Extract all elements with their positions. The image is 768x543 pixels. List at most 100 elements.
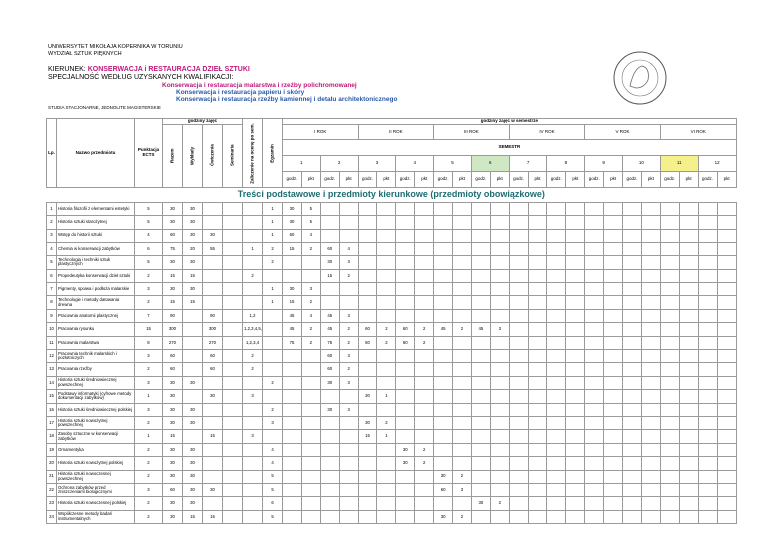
cell xyxy=(622,402,642,417)
cell: 60 xyxy=(202,349,223,364)
cell xyxy=(433,362,454,377)
cell xyxy=(697,268,718,284)
cell xyxy=(489,402,510,417)
cell xyxy=(622,241,642,257)
cell xyxy=(319,442,340,458)
cell xyxy=(376,308,397,324)
cell xyxy=(622,201,642,217)
cell xyxy=(242,228,264,243)
cell: 15 xyxy=(162,295,183,310)
cell xyxy=(508,362,529,377)
cell xyxy=(433,402,454,417)
cell xyxy=(242,375,264,391)
sub-pkt: pkt xyxy=(603,170,624,188)
cell: 30 xyxy=(162,201,183,217)
cell xyxy=(357,255,378,270)
lp: 24 xyxy=(46,509,57,525)
cell: 30 xyxy=(319,375,340,391)
cell: 30 xyxy=(162,469,183,484)
lp: 3 xyxy=(46,228,57,243)
cell xyxy=(678,456,699,471)
cell xyxy=(603,496,624,511)
cell: 5 xyxy=(300,201,321,217)
cell xyxy=(603,241,624,257)
cell: 90 xyxy=(202,308,223,324)
cell xyxy=(182,362,203,377)
cell xyxy=(678,255,699,270)
cell: 30 xyxy=(433,469,454,484)
lp: 16 xyxy=(46,402,57,417)
cell xyxy=(489,375,510,391)
subject-name: Historia sztuki średniowiecznej powszech… xyxy=(56,375,135,391)
cell: 2 xyxy=(262,402,284,417)
cell xyxy=(565,362,586,377)
cell xyxy=(452,201,472,217)
subject-name: Zasoby sztuczne w konserwacji zabytków xyxy=(56,429,135,444)
cell: 15 xyxy=(162,429,183,444)
cell xyxy=(546,496,567,511)
lp: 2 xyxy=(46,215,57,230)
cell xyxy=(414,482,435,498)
cell xyxy=(262,335,284,351)
cell xyxy=(640,308,661,324)
cell xyxy=(489,429,510,444)
cell xyxy=(489,228,510,243)
cell xyxy=(716,228,737,243)
cell xyxy=(565,228,586,243)
cell xyxy=(584,482,605,498)
cell: 30 xyxy=(319,402,340,417)
cell xyxy=(489,295,510,310)
cell: 270 xyxy=(162,335,183,351)
subject-name: Historia sztuki nowoczesnej polskiej xyxy=(56,496,135,511)
cell xyxy=(470,429,491,444)
sub-godz: godz. xyxy=(470,170,491,188)
semester-number: 5 xyxy=(433,155,472,172)
cell: 30 xyxy=(182,496,203,511)
cell: 2 xyxy=(376,322,397,337)
cell xyxy=(716,282,737,297)
cell xyxy=(565,295,586,310)
cell xyxy=(357,509,378,525)
cell: 2 xyxy=(300,322,321,337)
cell: 2 xyxy=(134,268,163,284)
cell xyxy=(565,201,586,217)
cell xyxy=(640,415,661,431)
sub-godz: godz. xyxy=(508,170,529,188)
table-row: 10 Pracownia rysunku 15 300 300 1,2,3,4,5,6 45… xyxy=(46,322,737,337)
cell xyxy=(357,456,378,471)
cell xyxy=(584,429,605,444)
cell xyxy=(414,255,435,270)
cell xyxy=(659,442,680,458)
cell xyxy=(603,322,624,337)
cell xyxy=(357,215,378,230)
cell xyxy=(716,482,737,498)
cell xyxy=(508,482,529,498)
cell xyxy=(319,509,340,525)
cell xyxy=(697,335,718,351)
lp: 19 xyxy=(46,442,57,458)
cell xyxy=(376,268,397,284)
cell xyxy=(697,215,718,230)
cell: 300 xyxy=(162,322,183,337)
cell xyxy=(640,429,661,444)
cell xyxy=(282,389,302,404)
cell xyxy=(565,415,586,431)
semestr-label: SEMESTR xyxy=(282,139,737,157)
cell xyxy=(622,228,642,243)
cell xyxy=(622,442,642,458)
cell xyxy=(470,509,491,525)
cell xyxy=(603,282,624,297)
cell xyxy=(470,215,491,230)
cell xyxy=(282,375,302,391)
sub-pkt: pkt xyxy=(452,170,472,188)
semester-number: 7 xyxy=(508,155,548,172)
cell: 2 xyxy=(262,241,284,257)
cell xyxy=(640,295,661,310)
cell xyxy=(319,469,340,484)
cell xyxy=(697,389,718,404)
cell xyxy=(452,496,472,511)
cell: 2 xyxy=(300,241,321,257)
cell xyxy=(584,415,605,431)
cell xyxy=(678,389,699,404)
cell xyxy=(716,362,737,377)
